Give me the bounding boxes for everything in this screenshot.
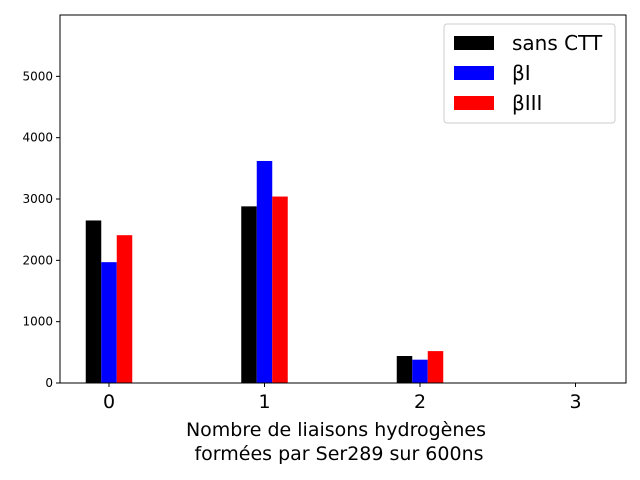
y-tick-label: 3000 [22, 192, 53, 206]
y-tick-label: 0 [45, 376, 53, 390]
y-tick-label: 5000 [22, 69, 53, 83]
legend-swatch-sans-ctt [454, 36, 494, 50]
x-axis-title-line-1: Nombre de liaisons hydrogènes [186, 419, 486, 441]
x-tick-label: 2 [414, 391, 426, 413]
y-tick-label: 4000 [22, 131, 53, 145]
bar-βiii-1 [272, 196, 288, 383]
bar-sans-ctt-0 [85, 220, 102, 383]
legend: sans CTT βI βIII [443, 23, 616, 124]
y-axis: 0 1000 2000 3000 4000 5000 [22, 69, 60, 390]
bar-βiii-0 [116, 235, 133, 383]
bar-βiii-2 [427, 351, 444, 383]
x-axis: 0 1 2 3 [103, 383, 582, 413]
y-tick-label: 1000 [22, 315, 53, 329]
legend-swatch-βiii [454, 96, 494, 110]
x-axis-title-line-2: formées par Ser289 sur 600ns [194, 443, 483, 465]
y-tick-label: 2000 [22, 253, 53, 267]
x-tick-label: 0 [103, 391, 115, 413]
bar-sans-ctt-1 [241, 206, 257, 383]
legend-label-βiii: βIII [512, 91, 542, 115]
legend-label-βi: βI [512, 61, 531, 85]
x-axis-title: Nombre de liaisons hydrogènes formées pa… [186, 419, 492, 465]
legend-swatch-βi [454, 66, 494, 80]
bar-βi-0 [101, 262, 117, 383]
bar-βi-2 [412, 359, 428, 383]
x-tick-label: 3 [569, 391, 581, 413]
bars-group [85, 160, 444, 383]
bar-sans-ctt-2 [396, 356, 413, 383]
x-tick-label: 1 [258, 391, 270, 413]
legend-label-sans-ctt: sans CTT [512, 31, 603, 55]
bar-βi-1 [256, 160, 273, 383]
